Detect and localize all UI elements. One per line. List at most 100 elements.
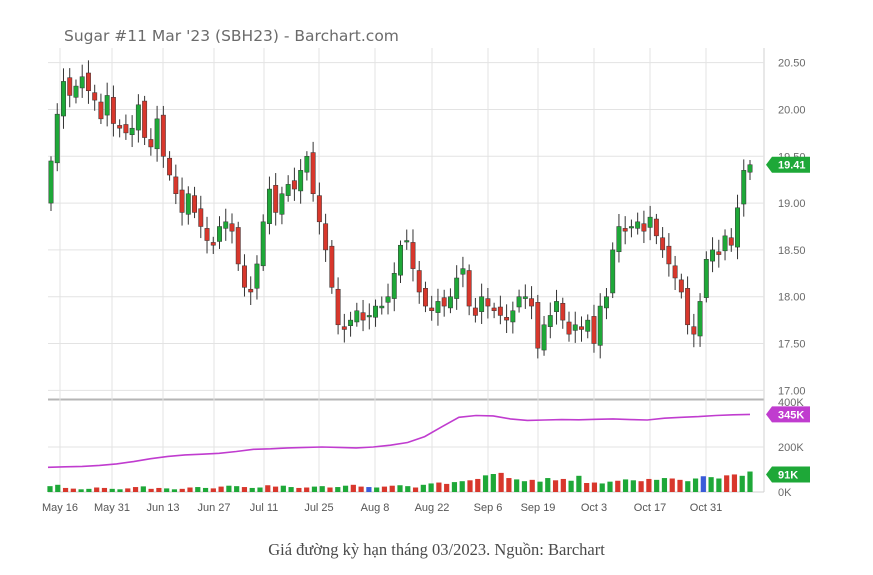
volume-bar [412, 487, 419, 492]
candle-body [697, 301, 703, 337]
candle-body [248, 288, 254, 293]
candle-body [504, 317, 510, 321]
volume-bar [311, 486, 318, 492]
volume-bar [482, 475, 489, 492]
price-tick-label: 19.00 [778, 198, 806, 210]
candle-body [635, 221, 641, 229]
candle-body [279, 193, 285, 215]
open-interest-path [47, 413, 751, 469]
volume-bar [444, 483, 450, 492]
volume-bar [350, 484, 356, 492]
volume-bar [514, 479, 520, 492]
volume-bar [451, 482, 458, 492]
volume-bar [747, 471, 753, 492]
volume-bar [552, 480, 559, 492]
candle-body [304, 156, 310, 173]
candle-body [741, 170, 747, 205]
volume-bar [420, 484, 426, 492]
candle-body [547, 315, 553, 327]
candle-body [616, 226, 622, 253]
candle-body [98, 101, 104, 120]
candle-body [129, 127, 135, 136]
volume-bar [529, 479, 535, 492]
volume-bar [436, 482, 442, 492]
candle-body [48, 160, 54, 204]
candle-body [73, 85, 79, 98]
volume-bar [70, 488, 76, 492]
candle-body [691, 326, 697, 335]
candle-body [560, 303, 566, 321]
candle-body [566, 321, 572, 335]
candle-body [572, 324, 578, 331]
candle-body [142, 100, 148, 138]
chart-title: Sugar #11 Mar '23 (SBH23) - Barchart.com [64, 27, 399, 45]
candle-body [185, 193, 191, 215]
candle-body [747, 164, 753, 173]
volume-bar [389, 485, 395, 492]
candle-body [585, 319, 591, 332]
volume-bar [94, 487, 100, 492]
candle-body [92, 92, 98, 101]
date-tick-label: Aug 22 [415, 502, 450, 514]
candle-body [273, 185, 279, 213]
volume-bar [490, 474, 496, 492]
candle-body [710, 249, 716, 262]
volume-bar [724, 475, 730, 492]
candle-body [441, 297, 447, 307]
volume-bar [109, 488, 115, 492]
date-tick-label: Jul 25 [304, 502, 333, 514]
volume-bar [280, 485, 286, 492]
candle-body [373, 305, 378, 318]
volume-bar [381, 486, 388, 492]
volume-bar [685, 481, 691, 492]
candle-body [217, 226, 222, 242]
candle-body [148, 139, 154, 148]
volume-bar [677, 479, 683, 492]
volume-bar [164, 488, 170, 492]
candle-body [260, 221, 266, 267]
volume-bar [241, 487, 248, 492]
candle-body [485, 298, 491, 307]
candle-body [110, 97, 116, 124]
candle-body [360, 312, 366, 321]
candle-body [722, 235, 728, 252]
candle-body [135, 104, 141, 131]
price-candles [48, 60, 753, 359]
candle-body [61, 81, 66, 117]
volume-bar [739, 475, 745, 492]
candle-body [285, 184, 291, 196]
volume-bar [319, 486, 325, 492]
volume-bar [358, 486, 364, 492]
candle-body [398, 244, 403, 276]
candle-body [460, 268, 466, 275]
volume-bar [366, 487, 372, 492]
candle-body [735, 207, 740, 248]
volume-tick-label: 0K [778, 487, 792, 499]
candle-body [117, 125, 123, 129]
last-value-badges: 19.41 345K 91K [766, 156, 810, 483]
volume-bar [397, 485, 403, 492]
volume-bar [560, 478, 566, 492]
candle-body [579, 326, 584, 330]
volume-bar [117, 489, 123, 492]
volume-bar [607, 481, 613, 492]
volume-bar [265, 485, 271, 492]
volume-bar [179, 488, 185, 492]
candle-body [354, 310, 360, 323]
last-price-badge-bg [766, 156, 810, 173]
chart-grid [48, 48, 765, 493]
volume-bar [171, 489, 178, 492]
date-tick-label: May 31 [94, 502, 130, 514]
candle-body [104, 95, 110, 116]
volume-bar [521, 481, 528, 492]
volume-tick-label: 400K [778, 397, 804, 409]
date-tick-label: Sep 19 [521, 502, 556, 514]
volume-bar [218, 486, 224, 492]
volume-bar [156, 487, 162, 492]
candle-body [591, 316, 597, 344]
candle-body [179, 189, 185, 213]
candle-body [610, 249, 616, 294]
volume-bar [234, 486, 240, 492]
volume-bar [86, 488, 92, 492]
